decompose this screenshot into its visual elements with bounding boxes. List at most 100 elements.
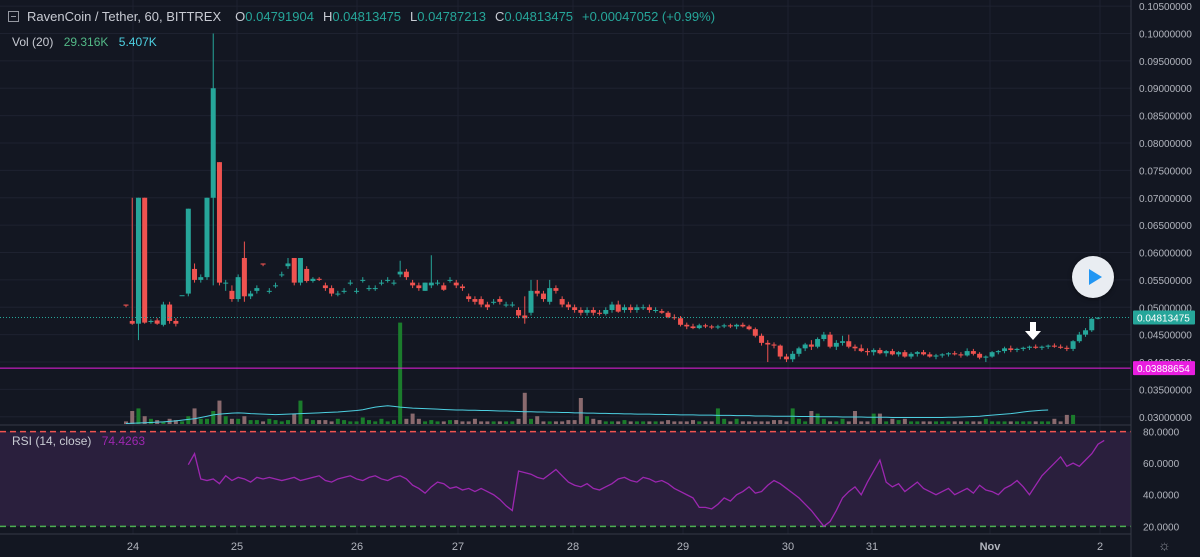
candle-body (646, 307, 652, 311)
candle-body (204, 197, 210, 278)
play-icon[interactable] (1072, 256, 1114, 298)
symbol-title: RavenCoin / Tether, 60, BITTREX (27, 9, 222, 24)
volume-bar (479, 421, 484, 424)
candle-body (435, 282, 441, 284)
price-tick-label: 0.06000000 (1139, 249, 1192, 260)
rsi-axis-ticks: 80.0000 60.0000 40.0000 20.0000 (1143, 428, 1180, 534)
candle-body (478, 299, 484, 305)
candle-body (1008, 348, 1014, 350)
volume-bar (335, 418, 340, 424)
candle-body (927, 354, 933, 357)
volume-bar (286, 420, 290, 424)
close-value: 0.04813475 (504, 9, 574, 24)
volume-bar (772, 420, 776, 424)
volume-bar (572, 420, 577, 424)
volume-bar (722, 418, 727, 424)
volume-bar (354, 421, 359, 424)
price-tick-label: 0.08500000 (1139, 112, 1192, 123)
collapse-icon[interactable] (8, 11, 19, 22)
candle-body (210, 88, 216, 198)
candle-body (933, 355, 939, 357)
volume-bar (840, 418, 845, 424)
candle-body (989, 352, 995, 357)
rsi-tick-label: 80.0000 (1143, 428, 1180, 439)
candle-body (179, 295, 185, 297)
price-tick-label: 0.04500000 (1139, 331, 1192, 342)
down-arrow-shape (1025, 322, 1041, 340)
candle-body (491, 301, 497, 303)
price-tick-label: 0.03500000 (1139, 385, 1192, 396)
candle-body (1045, 345, 1051, 347)
candle-body (416, 285, 422, 289)
horizontal-line-price-bg (1133, 361, 1195, 376)
volume-bar (510, 421, 515, 424)
candle-body (540, 293, 546, 300)
volume-bar (329, 421, 334, 424)
volume-bar (634, 421, 639, 424)
candle-body (1014, 348, 1020, 350)
candle-body (522, 315, 528, 319)
candle-body (167, 304, 173, 321)
candle-body (727, 325, 733, 327)
candle-body (621, 307, 627, 311)
candle-body (291, 257, 297, 283)
volume-bar (198, 418, 203, 424)
volume-bar (983, 418, 988, 424)
candle-body (572, 307, 578, 311)
volume-bar (504, 421, 509, 424)
rsi-tick-label: 20.0000 (1143, 522, 1180, 533)
rsi-legend: RSI (14, close) 74.4263 (12, 434, 145, 448)
candle-body (1064, 347, 1070, 349)
volume-bar (161, 421, 166, 424)
candle-body (1095, 317, 1101, 319)
volume-bar (124, 421, 128, 424)
volume-bar (1039, 421, 1044, 424)
candle-body (877, 349, 883, 354)
last-price-bg (1133, 310, 1195, 325)
volume-bar (292, 413, 297, 424)
candle-body (447, 279, 453, 281)
volume-bar (360, 417, 365, 424)
volume-bar (560, 421, 565, 424)
volume-bar (697, 421, 702, 424)
candle-body (173, 320, 179, 324)
down-arrow-icon (1025, 322, 1041, 340)
candle-body (671, 317, 677, 319)
time-tick-label: Nov (980, 541, 1002, 553)
volume-bar (753, 421, 758, 424)
volume-bar (971, 421, 976, 424)
price-tick-label: 0.03000000 (1139, 413, 1192, 424)
price-axis[interactable] (1131, 0, 1200, 557)
volume-bar (529, 418, 533, 424)
candle-body (1039, 346, 1045, 348)
candle-body (347, 282, 353, 284)
candle-body (852, 346, 858, 349)
candle-body (378, 282, 384, 284)
volume-ma-value: 5.407K (118, 35, 157, 49)
candle-body (391, 282, 397, 284)
candle-body (397, 271, 403, 275)
candle-body (678, 318, 684, 325)
open-label: O (235, 9, 246, 24)
volume-bar (448, 420, 452, 424)
volume-bar (765, 421, 770, 424)
candle-body (310, 278, 316, 281)
candle-body (684, 324, 690, 327)
time-tick-label: 25 (231, 541, 243, 553)
candle-body (840, 341, 846, 343)
volume-bar (641, 421, 646, 424)
candle-body (628, 307, 634, 311)
candle-body (428, 282, 434, 286)
volume-bar (622, 420, 627, 424)
volume-bar (927, 421, 932, 424)
candle-body (964, 351, 970, 356)
gear-icon[interactable]: ☼ (1158, 537, 1171, 553)
volume-bar (130, 411, 135, 424)
candle-body (908, 353, 914, 357)
candle-body (422, 282, 428, 291)
volume-bar (865, 421, 870, 424)
volume-bar (859, 421, 864, 424)
volume-bar (1008, 421, 1013, 424)
low-label: L (410, 9, 418, 24)
